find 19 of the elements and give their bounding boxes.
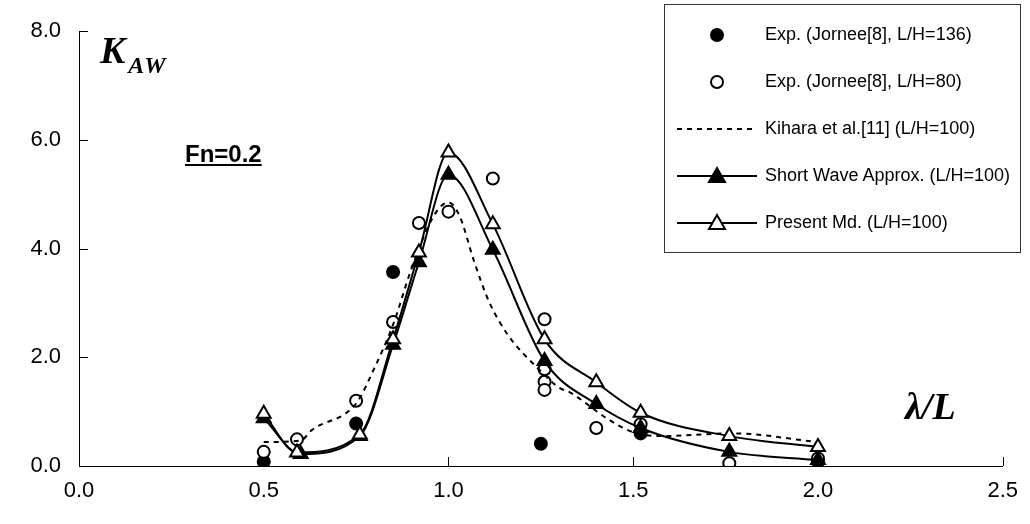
y-tick-label: 6.0 (30, 125, 61, 151)
x-tick-label: 1.0 (433, 477, 464, 503)
y-axis-title: K$_{AW}$ (100, 28, 168, 79)
x-tick-label: 2.0 (802, 477, 834, 503)
x-tick-label: 1.5 (617, 477, 649, 503)
y-tick-label: 8.0 (30, 17, 61, 43)
y-tick-label: 0.0 (30, 452, 61, 478)
y-tick-label: 4.0 (30, 234, 61, 260)
legend-label: Present Md. (L/H=100) (765, 212, 948, 233)
legend-label: Kihara et al.[11] (L/H=100) (765, 118, 976, 139)
y-tick-label: 2.0 (30, 343, 61, 369)
x-tick-label: 2.5 (987, 477, 1019, 503)
legend-label: Exp. (Jornee[8], L/H=80) (765, 71, 962, 92)
annotation: Fn=0.2 (185, 140, 262, 168)
x-tick-label: 0.0 (63, 477, 95, 503)
x-axis-title: λ/L (905, 384, 956, 428)
legend-label: Short Wave Approx. (L/H=100) (765, 165, 1010, 186)
legend-label: Exp. (Jornee[8], L/H=136) (765, 24, 972, 45)
x-tick-label: 0.5 (248, 477, 280, 503)
